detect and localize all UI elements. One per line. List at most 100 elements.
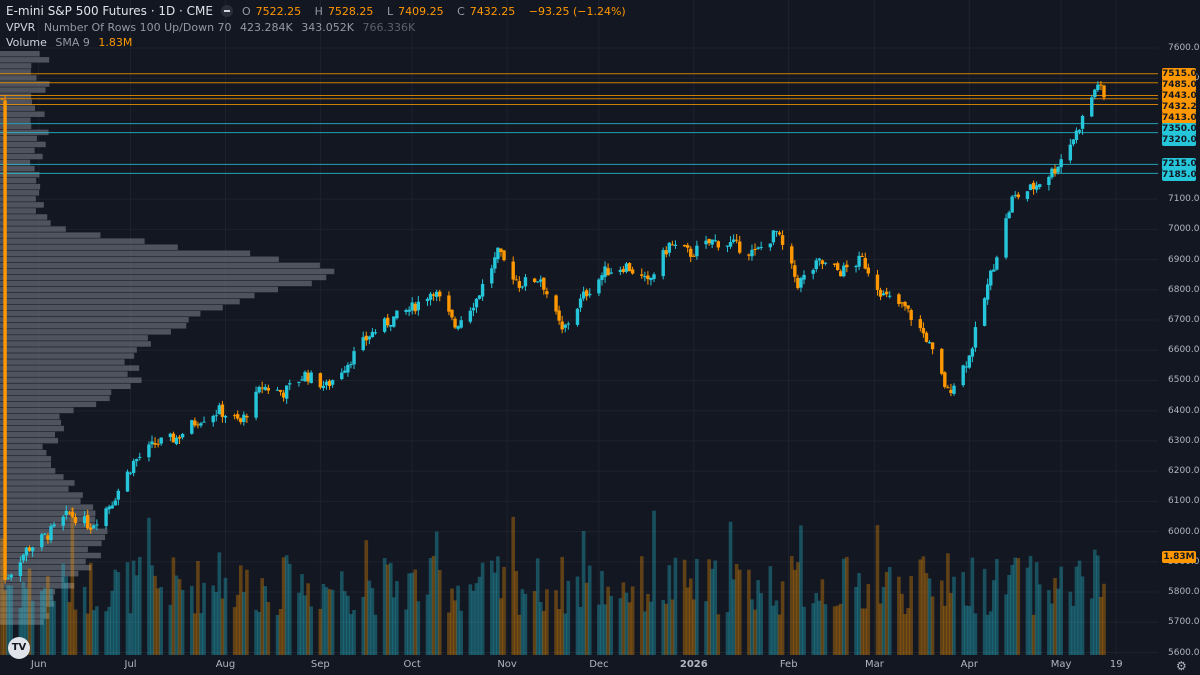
candle [416,301,421,311]
profile-bar [0,619,44,625]
volume-bar [1080,576,1085,655]
volume-bar [750,599,754,655]
volume-bar [832,606,837,655]
volume-bar [771,605,776,655]
volume-legend[interactable]: Volume SMA 9 1.83M [6,36,133,49]
volume-bar [661,600,665,655]
candle [624,263,629,272]
profile-bar [0,395,110,402]
candle [759,247,763,249]
volume-bar [630,586,635,655]
candle [404,310,408,312]
profile-bar [0,486,69,492]
candle [193,420,197,426]
volume-bar [918,559,923,655]
volume-bar [823,604,828,655]
profile-bar [0,347,137,353]
profile-bar [0,595,54,601]
volume-bar [456,585,460,655]
volume-bar [1068,591,1073,655]
candle [9,574,13,578]
profile-bar [0,449,47,456]
candle [159,437,163,444]
volume-bar [364,540,369,655]
candle [113,500,117,506]
candle [578,298,583,308]
candle [1074,130,1079,140]
profile-bar [0,196,36,202]
profile-bar [0,117,31,124]
candle [747,254,751,256]
candle [588,293,592,296]
candle [6,578,10,580]
candle [606,268,610,276]
volume-bar [854,586,858,655]
profile-bar [0,238,145,244]
volume-bar [900,593,904,655]
vpvr-legend[interactable]: VPVR Number Of Rows 100 Up/Down 70 423.2… [6,21,416,34]
candle [239,418,243,423]
candle [1080,115,1085,129]
volume-bar [737,569,742,655]
volume-bar [639,556,644,655]
symbol-header: E-mini S&P 500 Futures · 1D · CME O 7522.… [6,4,631,18]
candle [0,98,4,100]
candle [768,243,773,248]
candle [116,490,121,500]
candle [1071,139,1076,145]
candle [1038,184,1042,187]
profile-bar [0,105,36,111]
candle [1028,184,1033,191]
minus-icon[interactable] [221,5,234,17]
candle [771,230,776,243]
x-tick-label: Jul [124,659,137,670]
profile-bar [0,93,32,99]
volume-bar [992,580,996,655]
x-tick-label: Jun [30,659,47,670]
candle [753,248,757,250]
candle [202,421,206,423]
candle [566,323,571,325]
volume-bar [434,531,439,655]
symbol-title[interactable]: E-mini S&P 500 Futures · 1D · CME [6,4,213,18]
candle [502,250,506,261]
profile-bar [0,558,86,565]
candle [1047,176,1051,186]
y-tick-label: 7000.00 [1168,224,1200,235]
candle [306,372,310,382]
volume-bar [327,589,332,655]
candle [661,250,665,277]
profile-bar [0,613,50,619]
volume-bar [24,588,29,655]
candle [545,291,549,295]
volume-bar [921,556,926,655]
volume-bar [774,600,779,655]
volume-bar [838,603,843,655]
volume-bar [477,576,482,655]
candle [138,456,142,458]
candle [952,385,956,394]
candle [940,348,944,374]
y-tick-label: 6100.00 [1168,496,1200,507]
volume-bar [1031,614,1036,655]
gear-icon[interactable]: ⚙ [1176,659,1187,673]
candle [618,269,623,273]
ohlc-high: H 7528.25 [314,5,374,18]
candle [199,423,203,426]
profile-bar [0,274,327,281]
ohlc-change: −93.25 (−1.24%) [528,5,626,18]
volume-bar [300,574,304,655]
candle [214,415,218,417]
volume-bar [692,599,696,655]
tradingview-logo[interactable]: TV [8,637,30,659]
volume-bar [238,565,243,655]
volume-bar [845,556,849,655]
volume-bar [431,555,436,655]
candle [897,294,901,304]
volume-bar [995,559,999,655]
candle [428,293,433,300]
candle [888,295,892,297]
volume-bar [193,613,197,655]
candle [621,268,626,272]
